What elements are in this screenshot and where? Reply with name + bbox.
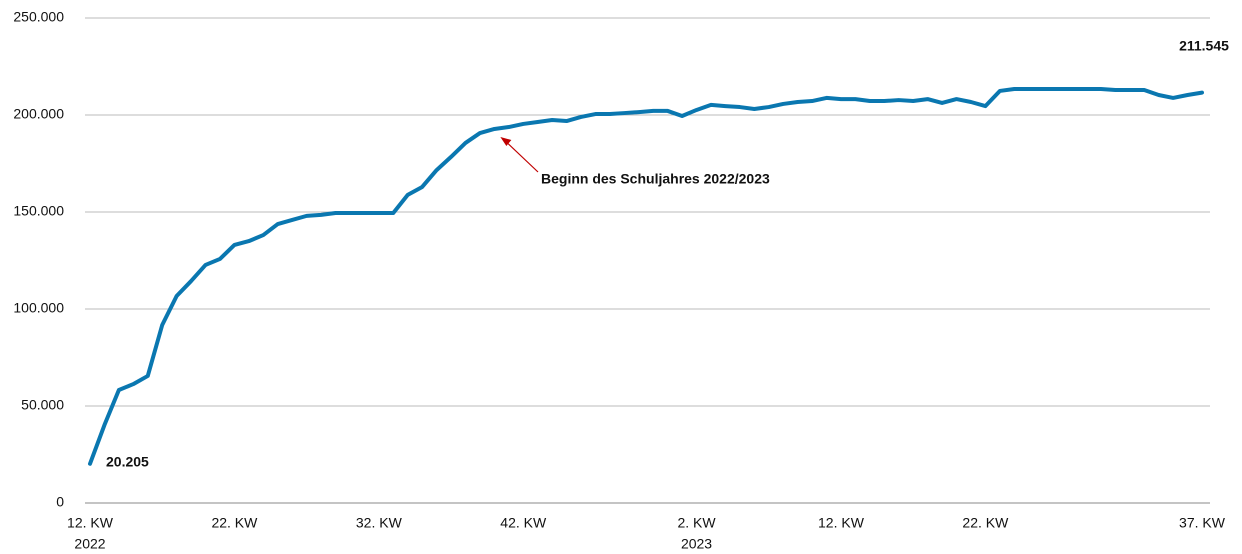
x-tick-label: 12. KW bbox=[818, 515, 865, 531]
x-group-label: 2023 bbox=[681, 536, 712, 552]
x-tick-label: 22. KW bbox=[962, 515, 1009, 531]
annotation-arrowhead bbox=[500, 136, 512, 146]
y-tick-label: 50.000 bbox=[21, 397, 64, 413]
data-line bbox=[88, 87, 1204, 466]
x-tick-label: 42. KW bbox=[500, 515, 547, 531]
data-label: 211.545 bbox=[1179, 37, 1229, 53]
x-tick-label: 2. KW bbox=[677, 515, 716, 531]
data-label: 20.205 bbox=[106, 454, 149, 470]
y-tick-label: 100.000 bbox=[13, 300, 64, 316]
annotation: Beginn des Schuljahres 2022/2023 bbox=[541, 171, 770, 187]
annotation-arrow bbox=[505, 141, 539, 173]
x-tick-label: 37. KW bbox=[1179, 515, 1226, 531]
y-tick-label: 0 bbox=[56, 494, 64, 510]
x-tick-label: 12. KW bbox=[67, 515, 114, 531]
x-group-label: 2022 bbox=[74, 536, 105, 552]
x-tick-label: 32. KW bbox=[356, 515, 403, 531]
x-tick-label: 22. KW bbox=[211, 515, 258, 531]
y-tick-label: 250.000 bbox=[13, 9, 64, 25]
y-tick-label: 200.000 bbox=[13, 106, 64, 122]
y-tick-label: 150.000 bbox=[13, 203, 64, 219]
